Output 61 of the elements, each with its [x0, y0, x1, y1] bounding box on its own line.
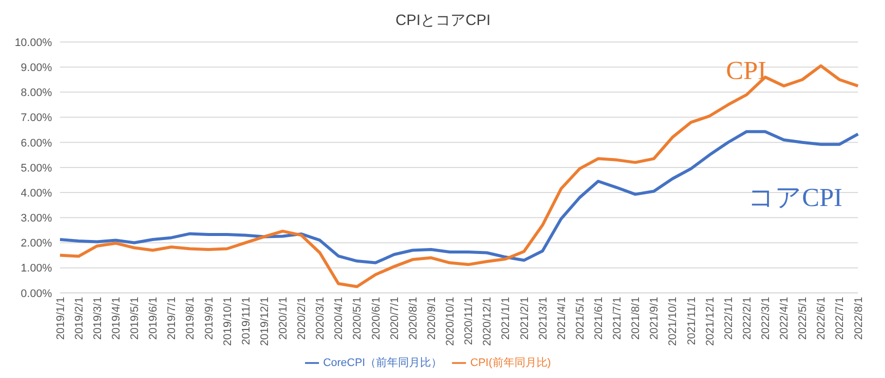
- x-tick-label: 2022/6/1: [816, 296, 828, 340]
- x-tick-label: 2019/11/1: [240, 296, 252, 346]
- y-tick-label: 9.00%: [20, 62, 52, 74]
- y-tick-label: 5.00%: [20, 162, 52, 174]
- x-tick-label: 2022/8/1: [852, 296, 865, 340]
- x-tick-label: 2021/12/1: [704, 296, 716, 346]
- x-tick-label: 2020/9/1: [426, 296, 438, 340]
- x-tick-label: 2021/4/1: [556, 296, 568, 340]
- x-tick-label: 2021/7/1: [612, 296, 624, 340]
- annotation: コアCPI: [748, 182, 842, 214]
- x-tick-label: 2021/8/1: [630, 296, 642, 340]
- y-tick-label: 1.00%: [20, 262, 52, 275]
- x-tick-label: 2020/7/1: [388, 296, 401, 340]
- x-tick-label: 2022/5/1: [797, 296, 810, 340]
- x-tick-label: 2020/3/1: [314, 296, 327, 340]
- x-tick-label: 2020/12/1: [482, 296, 494, 346]
- x-tick-label: 2019/7/1: [166, 296, 178, 340]
- legend-label: CPI(前年同月比): [470, 356, 551, 369]
- x-tick-label: 2019/9/1: [203, 296, 216, 340]
- x-tick-label: 2019/8/1: [184, 296, 197, 340]
- x-tick-label: 2022/2/1: [741, 296, 754, 340]
- y-tick-label: 6.00%: [20, 137, 52, 150]
- x-tick-label: 2020/4/1: [333, 296, 346, 340]
- x-tick-label: 2021/11/1: [686, 296, 698, 346]
- x-tick-label: 2019/5/1: [129, 296, 142, 340]
- annotation: CPI: [726, 56, 766, 86]
- x-tick-label: 2020/5/1: [352, 296, 364, 340]
- x-tick-label: 2021/10/1: [667, 296, 680, 346]
- y-tick-label: 4.00%: [20, 187, 52, 200]
- y-tick-label: 2.00%: [20, 238, 52, 250]
- x-tick-label: 2021/9/1: [648, 296, 661, 340]
- y-tick-label: 3.00%: [20, 212, 52, 225]
- x-tick-label: 2020/8/1: [407, 296, 420, 340]
- x-tick-label: 2019/4/1: [110, 296, 122, 340]
- x-tick-label: 2022/1/1: [722, 296, 735, 340]
- x-tick-label: 2019/10/1: [222, 296, 234, 346]
- x-tick-label: 2019/12/1: [258, 296, 271, 346]
- x-tick-label: 2021/6/1: [592, 296, 605, 340]
- x-tick-label: 2019/2/1: [73, 296, 86, 340]
- x-tick-label: 2020/2/1: [296, 296, 308, 340]
- x-tick-label: 2020/6/1: [370, 296, 382, 340]
- x-tick-label: 2022/3/1: [760, 296, 772, 340]
- y-tick-label: 10.00%: [14, 36, 52, 49]
- legend-label: CoreCPI（前年同月比）: [323, 356, 442, 369]
- y-tick-label: 8.00%: [20, 87, 52, 100]
- x-tick-label: 2019/3/1: [92, 296, 104, 340]
- x-tick-label: 2022/4/1: [778, 296, 791, 340]
- x-tick-label: 2020/11/1: [463, 296, 476, 346]
- y-tick-label: 0.00%: [20, 288, 52, 300]
- chart-title: CPIとコアCPI: [394, 11, 492, 31]
- y-tick-label: 7.00%: [20, 112, 52, 124]
- x-tick-label: 2019/1/1: [54, 296, 67, 340]
- x-tick-label: 2020/1/1: [278, 296, 290, 340]
- x-tick-label: 2021/1/1: [500, 296, 512, 340]
- x-tick-label: 2021/3/1: [537, 296, 550, 340]
- x-tick-label: 2021/5/1: [574, 296, 586, 340]
- x-tick-label: 2021/2/1: [518, 296, 531, 340]
- x-tick-label: 2022/7/1: [834, 296, 846, 340]
- x-tick-label: 2020/10/1: [444, 296, 457, 346]
- x-tick-label: 2019/6/1: [148, 296, 160, 340]
- line-series: [58, 130, 860, 264]
